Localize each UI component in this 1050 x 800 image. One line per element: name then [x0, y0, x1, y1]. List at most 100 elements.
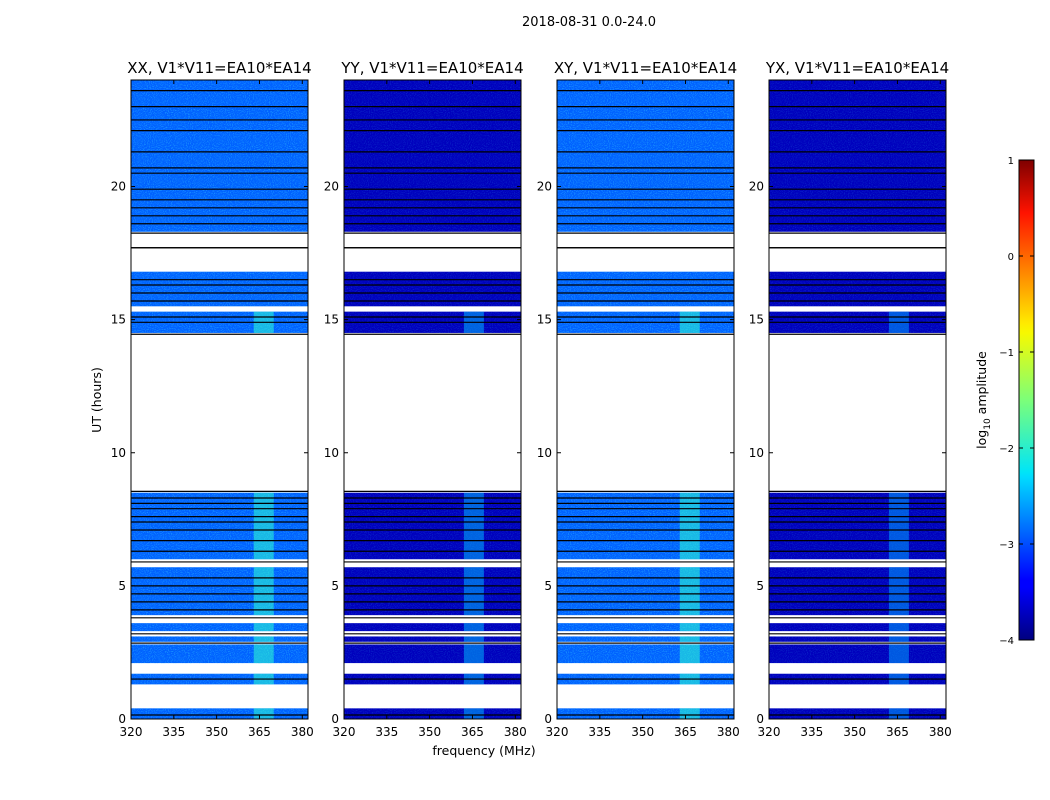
- rfi-band: [679, 708, 700, 719]
- noise-texture: [131, 644, 308, 664]
- x-tick-label: 320: [546, 725, 569, 739]
- noise-texture: [344, 644, 521, 664]
- x-tick-label: 365: [886, 725, 909, 739]
- y-tick-label: 5: [544, 579, 552, 593]
- y-tick-label: 5: [331, 579, 339, 593]
- colorbar: 10−1−2−3−4 log10 amplitude: [974, 156, 1035, 647]
- colorbar-tick-label: −2: [999, 444, 1014, 455]
- x-tick-label: 350: [205, 725, 228, 739]
- rfi-band: [463, 567, 484, 616]
- panel-1: YY, V1*V11=EA10*EA14 320 335 350 365 380 0 5 10 1…: [324, 59, 527, 739]
- x-tick-label: 335: [588, 725, 611, 739]
- y-tick-label: 0: [756, 712, 764, 726]
- noise-texture: [344, 623, 521, 632]
- x-tick-label: 320: [758, 725, 781, 739]
- noise-texture: [344, 708, 521, 719]
- rfi-band: [253, 567, 274, 616]
- rfi-band: [679, 567, 700, 616]
- rfi-band: [679, 492, 700, 560]
- noise-texture: [557, 567, 734, 616]
- colorbar-tick-label: −1: [999, 348, 1014, 359]
- figure-title: 2018-08-31 0.0-24.0: [522, 15, 656, 30]
- panel-3: YX, V1*V11=EA10*EA14 320 335 350 365 380 0 5 10 1…: [749, 59, 952, 739]
- rfi-band: [253, 492, 274, 560]
- panel-0: XX, V1*V11=EA10*EA14 320 335 350 365 380 0 5 10 1…: [111, 59, 314, 739]
- x-tick-label: 365: [674, 725, 697, 739]
- noise-texture: [131, 623, 308, 632]
- y-tick-label: 15: [111, 313, 126, 327]
- noise-texture: [344, 636, 521, 642]
- rfi-band: [463, 492, 484, 560]
- x-tick-label: 335: [800, 725, 823, 739]
- panel-frame: [768, 79, 947, 720]
- y-tick-label: 0: [331, 712, 339, 726]
- x-tick-label: 380: [929, 725, 952, 739]
- y-tick-label: 20: [537, 180, 552, 194]
- rfi-band: [463, 644, 484, 664]
- x-tick-label: 335: [375, 725, 398, 739]
- x-tick-label: 380: [291, 725, 314, 739]
- rfi-band: [253, 644, 274, 664]
- panel-title: XX, V1*V11=EA10*EA14: [127, 59, 311, 77]
- rfi-band: [463, 636, 484, 642]
- panel-2-image: [557, 80, 734, 719]
- noise-texture: [557, 623, 734, 632]
- y-tick-label: 20: [749, 180, 764, 194]
- x-tick-label: 365: [461, 725, 484, 739]
- x-axis-label: frequency (MHz): [432, 743, 535, 758]
- y-tick-label: 10: [537, 446, 552, 460]
- x-tick-label: 320: [333, 725, 356, 739]
- colorbar-label-main: log: [974, 430, 989, 449]
- colorbar-label-sub: 10: [983, 418, 993, 430]
- noise-texture: [131, 567, 308, 616]
- x-tick-label: 365: [248, 725, 271, 739]
- y-tick-label: 0: [544, 712, 552, 726]
- noise-texture: [557, 636, 734, 642]
- noise-texture: [769, 708, 946, 719]
- rfi-band: [253, 623, 274, 632]
- x-tick-label: 350: [843, 725, 866, 739]
- noise-texture: [769, 623, 946, 632]
- colorbar-label: log10 amplitude: [974, 351, 993, 449]
- rfi-band: [888, 636, 909, 642]
- rfi-band: [463, 708, 484, 719]
- colorbar-gradient: [1018, 159, 1035, 641]
- colorbar-tick-label: 0: [1008, 252, 1014, 263]
- panel-frame: [343, 79, 522, 720]
- x-tick-label: 335: [162, 725, 185, 739]
- panel-1-image: [344, 80, 521, 719]
- panels: XX, V1*V11=EA10*EA14 320 335 350 365 380 0 5 10 1…: [111, 59, 952, 739]
- noise-texture: [131, 492, 308, 560]
- rfi-band: [679, 644, 700, 664]
- noise-texture: [131, 80, 308, 232]
- panel-2: XY, V1*V11=EA10*EA14 320 335 350 365 380 0 5 10 1…: [537, 59, 740, 739]
- panel-3-image: [769, 80, 946, 719]
- y-tick-label: 15: [749, 313, 764, 327]
- noise-texture: [344, 80, 521, 232]
- panel-title: YX, V1*V11=EA10*EA14: [765, 59, 949, 77]
- panel-title: XY, V1*V11=EA10*EA14: [554, 59, 737, 77]
- rfi-band: [888, 644, 909, 664]
- rfi-band: [463, 623, 484, 632]
- rfi-band: [679, 636, 700, 642]
- y-tick-label: 10: [749, 446, 764, 460]
- noise-texture: [557, 492, 734, 560]
- x-tick-label: 350: [418, 725, 441, 739]
- noise-texture: [769, 492, 946, 560]
- x-tick-label: 380: [504, 725, 527, 739]
- colorbar-label-rest: amplitude: [974, 351, 989, 418]
- x-tick-label: 350: [631, 725, 654, 739]
- y-tick-label: 10: [111, 446, 126, 460]
- y-tick-label: 15: [324, 313, 339, 327]
- noise-texture: [557, 708, 734, 719]
- noise-texture: [131, 708, 308, 719]
- noise-texture: [769, 80, 946, 232]
- rfi-band: [253, 636, 274, 642]
- colorbar-ticks: 1 0 −1 −2 −3 −4: [999, 156, 1034, 647]
- y-tick-label: 20: [111, 180, 126, 194]
- colorbar-tick-label: −4: [999, 636, 1014, 647]
- noise-texture: [344, 567, 521, 616]
- rfi-band: [253, 708, 274, 719]
- noise-texture: [557, 80, 734, 232]
